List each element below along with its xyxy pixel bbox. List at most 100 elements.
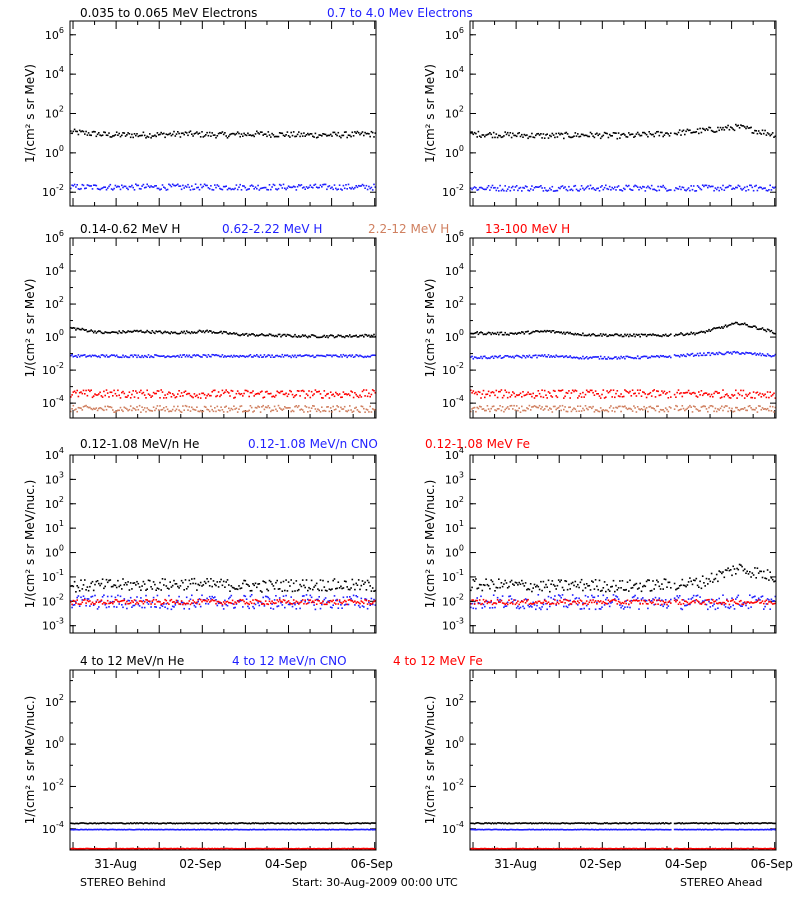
data-point <box>485 188 487 191</box>
data-point <box>164 822 166 825</box>
data-point <box>347 183 350 186</box>
data-point <box>666 408 668 411</box>
data-point <box>505 133 508 136</box>
data-point <box>563 598 565 601</box>
data-point <box>480 406 482 408</box>
data-point <box>127 409 129 412</box>
data-point <box>313 601 315 604</box>
data-point <box>770 410 773 412</box>
data-point <box>361 355 364 358</box>
data-point <box>282 408 285 410</box>
data-point <box>182 822 184 825</box>
data-point <box>599 397 602 399</box>
data-point <box>673 408 676 410</box>
data-point <box>588 333 591 336</box>
data-point <box>354 822 356 825</box>
data-point <box>624 134 626 136</box>
data-point <box>524 602 527 604</box>
data-point <box>373 183 375 186</box>
data-point <box>694 392 696 395</box>
data-point <box>163 397 165 399</box>
data-point <box>143 606 146 609</box>
data-point <box>681 578 684 581</box>
data-point <box>601 357 603 360</box>
data-point <box>575 356 578 359</box>
data-point <box>222 356 225 358</box>
data-point <box>101 822 104 824</box>
data-point <box>519 332 522 335</box>
data-point <box>575 390 578 392</box>
data-point <box>698 186 700 188</box>
data-point <box>738 323 741 326</box>
data-point <box>773 602 775 605</box>
data-point <box>495 602 498 605</box>
data-point <box>373 590 375 592</box>
data-point <box>207 599 210 601</box>
data-point <box>757 354 760 356</box>
data-point <box>770 598 773 601</box>
data-point <box>236 188 239 191</box>
data-point <box>612 594 615 596</box>
data-point <box>631 189 634 191</box>
data-point <box>569 599 571 602</box>
data-point <box>639 335 641 338</box>
data-point <box>673 599 676 602</box>
data-point <box>87 355 90 357</box>
data-point <box>532 136 534 138</box>
data-point <box>745 572 747 574</box>
data-point <box>585 604 588 607</box>
data-point <box>564 395 566 398</box>
data-point <box>244 410 247 412</box>
data-point <box>592 405 594 408</box>
data-point <box>759 328 761 330</box>
data-point <box>773 580 775 583</box>
data-point <box>231 586 234 589</box>
data-point <box>719 352 722 354</box>
data-point <box>295 822 298 825</box>
data-point <box>738 353 741 355</box>
data-point <box>536 356 538 359</box>
data-point <box>289 355 291 357</box>
data-point <box>766 328 769 331</box>
data-point <box>257 583 259 585</box>
data-point <box>652 188 654 191</box>
data-point <box>85 389 87 392</box>
data-point <box>335 603 337 605</box>
data-point <box>732 128 734 131</box>
data-point <box>170 331 173 333</box>
data-point <box>764 577 766 579</box>
data-point <box>336 587 338 590</box>
data-point <box>236 390 239 392</box>
data-point <box>173 606 175 608</box>
data-point <box>317 136 319 138</box>
data-point <box>670 598 672 601</box>
data-point <box>110 595 113 598</box>
data-point <box>369 822 371 825</box>
data-point <box>764 408 766 410</box>
data-point <box>536 584 538 587</box>
data-point <box>472 133 475 136</box>
data-point <box>363 602 365 605</box>
data-point <box>338 184 341 186</box>
y-tick-label: 10-1 <box>42 568 64 584</box>
data-point <box>165 585 168 587</box>
data-point <box>729 569 732 571</box>
data-point <box>605 396 607 398</box>
data-point <box>183 607 185 610</box>
data-point <box>750 184 752 187</box>
data-point <box>113 354 115 356</box>
data-point <box>332 335 334 337</box>
data-point <box>705 392 708 394</box>
data-point <box>147 822 150 825</box>
data-point <box>650 395 653 397</box>
data-point <box>113 389 115 392</box>
data-point <box>698 331 700 334</box>
data-point <box>366 335 369 337</box>
data-point <box>750 326 752 328</box>
data-point <box>333 336 336 339</box>
data-point <box>252 822 254 824</box>
data-point <box>331 355 333 358</box>
data-point <box>685 355 687 358</box>
data-point <box>509 355 512 358</box>
data-point <box>591 580 593 582</box>
